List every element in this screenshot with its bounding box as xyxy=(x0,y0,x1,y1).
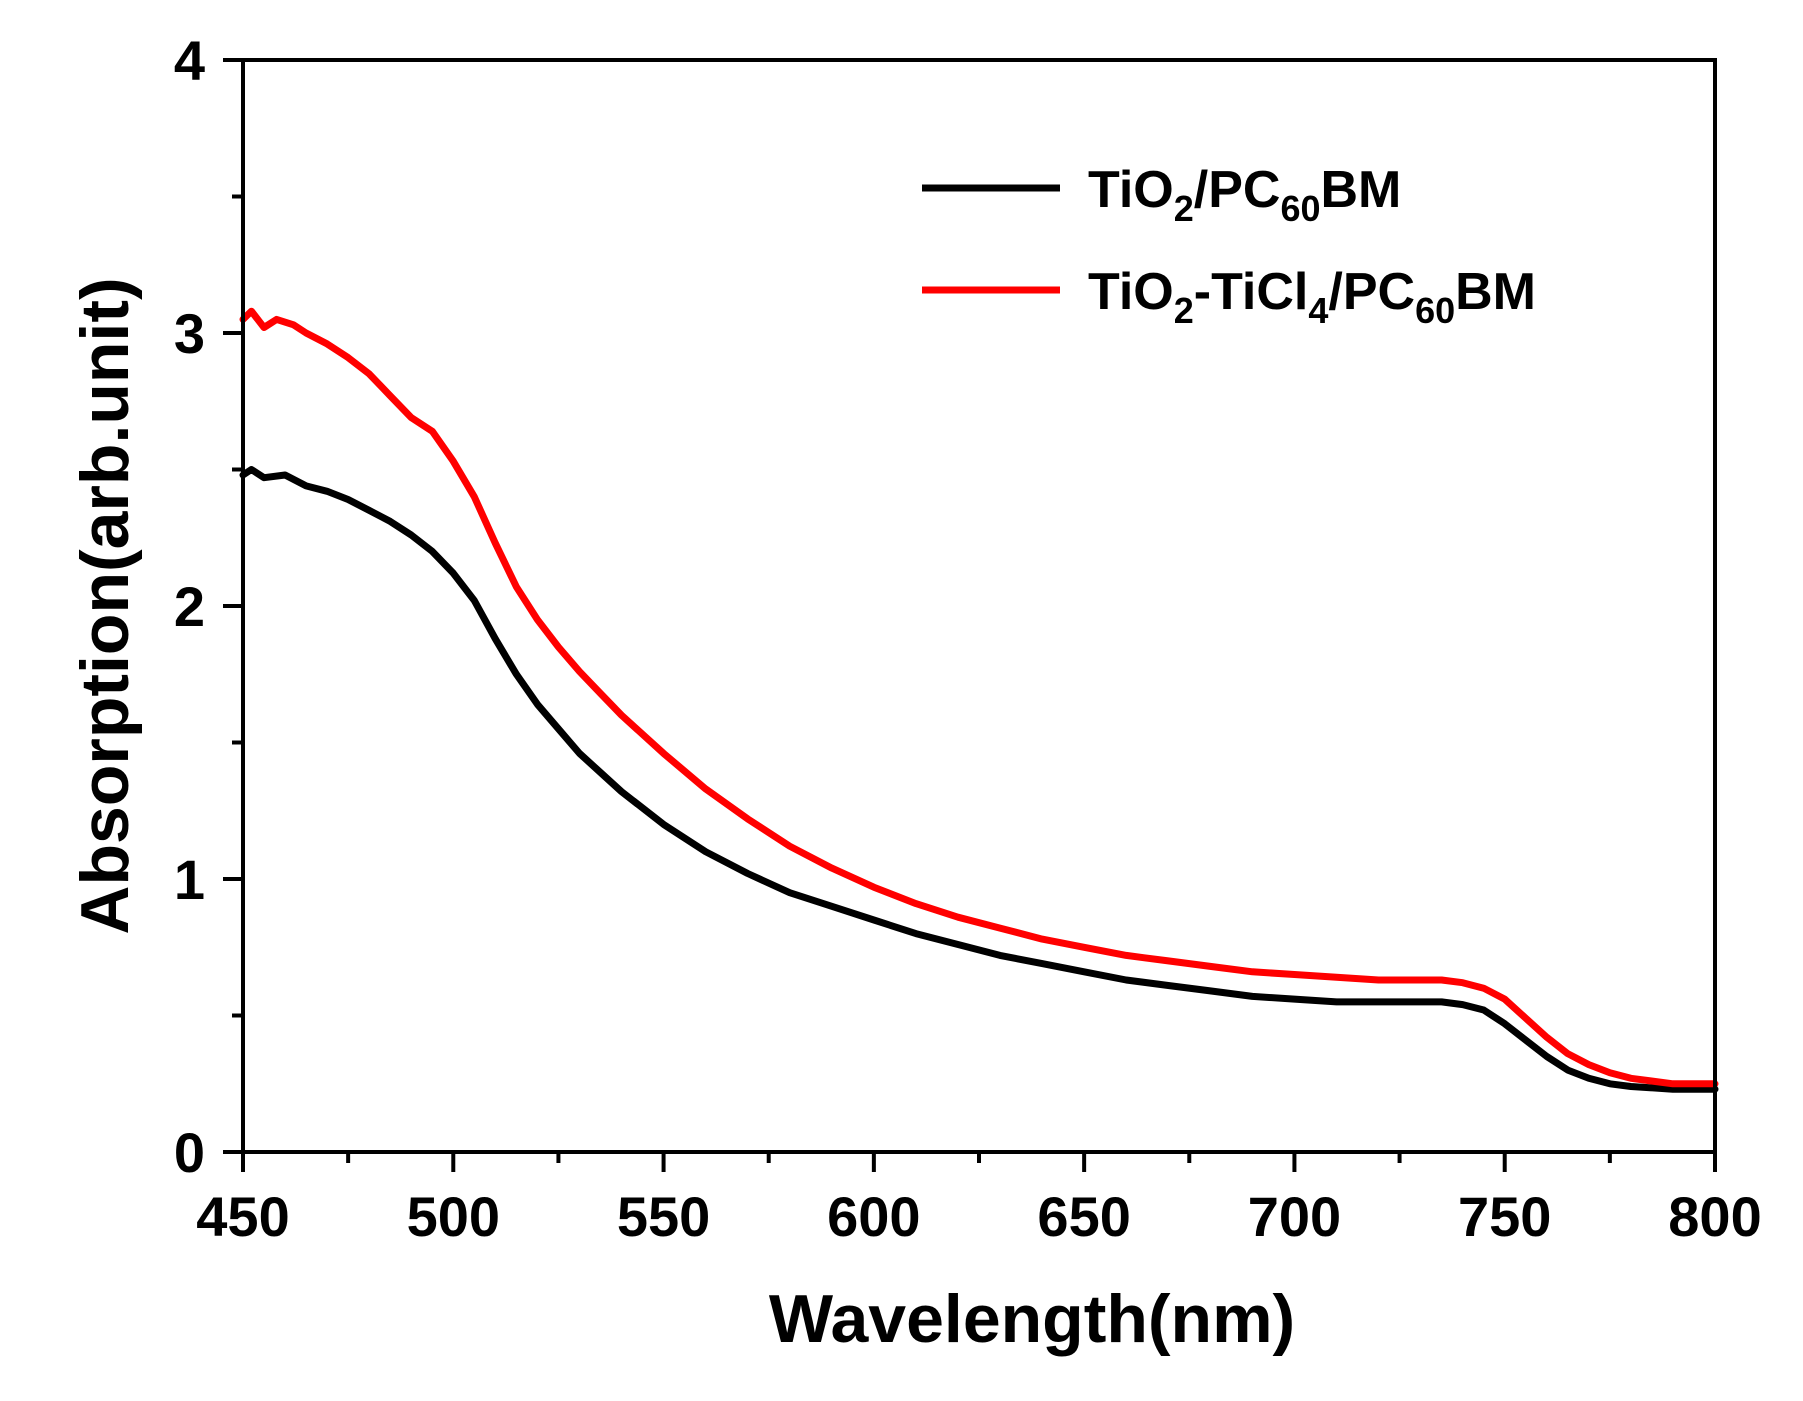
y-tick-label: 0 xyxy=(174,1121,205,1184)
x-tick-label: 600 xyxy=(827,1185,920,1248)
legend-label-1: TiO2/PC60BM xyxy=(1088,161,1401,229)
legend-label-2: TiO2-TiCl4/PC60BM xyxy=(1088,263,1536,331)
x-tick-label: 650 xyxy=(1037,1185,1130,1248)
y-tick-label: 3 xyxy=(174,302,205,365)
x-tick-label: 800 xyxy=(1668,1185,1761,1248)
x-tick-label: 550 xyxy=(617,1185,710,1248)
x-tick-label: 450 xyxy=(196,1185,289,1248)
x-tick-label: 500 xyxy=(407,1185,500,1248)
x-axis-title: Wavelength(nm) xyxy=(769,1281,1295,1357)
series-layer xyxy=(239,307,1719,1093)
y-tick-label: 4 xyxy=(174,29,205,92)
y-tick-label: 2 xyxy=(174,575,205,638)
tick-layer xyxy=(223,58,1717,1172)
y-axis-title: Absorption(arb.unit) xyxy=(67,277,143,934)
y-tick-label: 1 xyxy=(174,848,205,911)
legend: TiO2/PC60BM TiO2-TiCl4/PC60BM xyxy=(922,161,1536,331)
x-tick-label: 750 xyxy=(1458,1185,1551,1248)
series-line-1 xyxy=(239,466,1719,1093)
plot-frame xyxy=(241,58,1717,1154)
x-tick-label: 700 xyxy=(1248,1185,1341,1248)
label-layer: 450 500 550 600 650 700 750 800 0 1 2 3 4 xyxy=(174,29,1762,1248)
series-line-2 xyxy=(239,307,1719,1088)
